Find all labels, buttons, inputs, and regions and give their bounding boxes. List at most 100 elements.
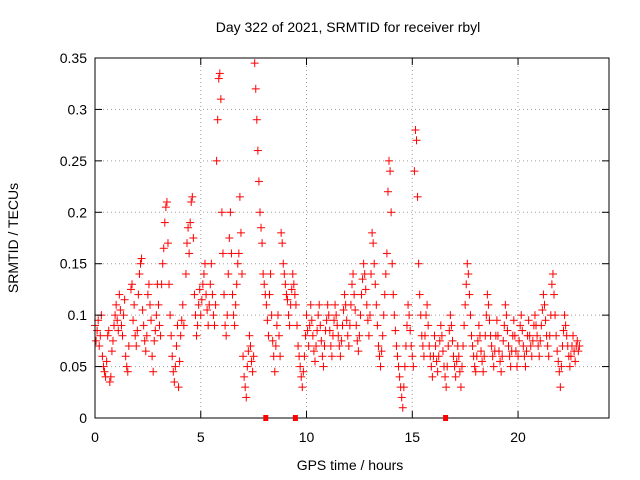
data-point: [457, 362, 466, 371]
data-point: [536, 336, 545, 345]
data-point: [131, 331, 140, 340]
data-point: [346, 300, 355, 309]
data-point: [505, 352, 514, 361]
data-point: [253, 146, 262, 155]
data-point: [528, 336, 537, 345]
data-point: [96, 331, 105, 340]
data-point: [450, 362, 459, 371]
data-point: [123, 367, 132, 376]
data-point: [391, 326, 400, 335]
data-point: [454, 352, 463, 361]
data-point: [510, 331, 519, 340]
data-point: [120, 295, 129, 304]
data-point: [358, 275, 367, 284]
data-point: [466, 311, 475, 320]
data-point: [517, 311, 526, 320]
data-point: [134, 290, 143, 299]
x-tick-label: 0: [91, 429, 99, 445]
data-point: [155, 321, 164, 330]
data-point: [370, 259, 379, 268]
data-point: [305, 321, 314, 330]
data-point: [540, 300, 549, 309]
data-point: [516, 321, 525, 330]
data-point: [315, 300, 324, 309]
data-point: [331, 300, 340, 309]
data-point: [389, 290, 398, 299]
data-point: [327, 352, 336, 361]
data-point: [519, 342, 528, 350]
data-point: [150, 336, 159, 345]
data-point: [268, 336, 277, 345]
data-point: [493, 331, 502, 340]
data-point: [213, 115, 222, 124]
data-point: [392, 342, 401, 350]
data-point: [326, 342, 335, 350]
data-point: [483, 290, 492, 299]
data-point: [459, 342, 468, 350]
data-point: [186, 218, 195, 227]
data-point: [263, 316, 272, 325]
data-point: [284, 311, 293, 320]
data-point: [108, 336, 117, 345]
data-point: [190, 290, 199, 299]
data-point: [172, 342, 181, 350]
data-point: [433, 367, 442, 376]
data-point: [217, 208, 226, 217]
y-tick-label: 0.15: [60, 256, 87, 272]
data-point: [270, 367, 279, 376]
data-point: [184, 223, 193, 232]
data-point: [414, 259, 423, 268]
data-point: [294, 342, 303, 350]
data-point: [373, 321, 382, 330]
data-point: [112, 300, 121, 309]
data-point: [264, 331, 273, 340]
data-point: [537, 321, 546, 330]
y-tick-label: 0.35: [60, 50, 87, 66]
data-point: [534, 342, 543, 350]
data-point: [405, 311, 414, 320]
data-point: [135, 270, 144, 278]
data-point: [412, 136, 421, 145]
data-point: [145, 300, 154, 309]
data-point: [147, 316, 156, 325]
data-point: [240, 372, 249, 381]
data-point: [354, 347, 363, 356]
data-point: [488, 352, 497, 361]
data-point: [386, 167, 395, 176]
data-point: [168, 352, 177, 361]
data-point: [385, 156, 394, 165]
data-point: [242, 393, 251, 402]
data-point: [351, 306, 360, 314]
data-point: [235, 192, 244, 201]
data-point: [463, 259, 472, 268]
data-point: [496, 357, 505, 366]
data-point: [282, 290, 291, 299]
data-point: [265, 290, 274, 299]
data-point: [245, 331, 254, 340]
data-point: [179, 321, 188, 330]
data-point: [446, 311, 455, 320]
data-point: [448, 336, 457, 345]
data-point: [554, 357, 563, 366]
data-point: [176, 331, 185, 340]
data-point: [477, 347, 486, 356]
axis-ticks: 0 0.05 0.1 0.15 0.2 0.25 0.3 0.35 0 5 10 15 20: [60, 50, 609, 445]
data-point: [227, 249, 236, 258]
data-point: [543, 342, 552, 350]
data-point: [197, 295, 206, 304]
data-point: [442, 383, 451, 392]
data-point: [117, 321, 126, 330]
data-point: [325, 326, 334, 335]
data-point: [557, 362, 566, 371]
data-point: [447, 321, 456, 330]
data-point: [288, 270, 297, 278]
data-point: [443, 362, 452, 371]
data-point: [367, 270, 376, 278]
data-point: [495, 347, 504, 356]
data-point: [309, 347, 318, 356]
data-point: [226, 208, 235, 217]
data-point: [434, 352, 443, 361]
data-point: [209, 311, 218, 320]
data-point: [301, 331, 310, 340]
data-point: [522, 347, 531, 356]
